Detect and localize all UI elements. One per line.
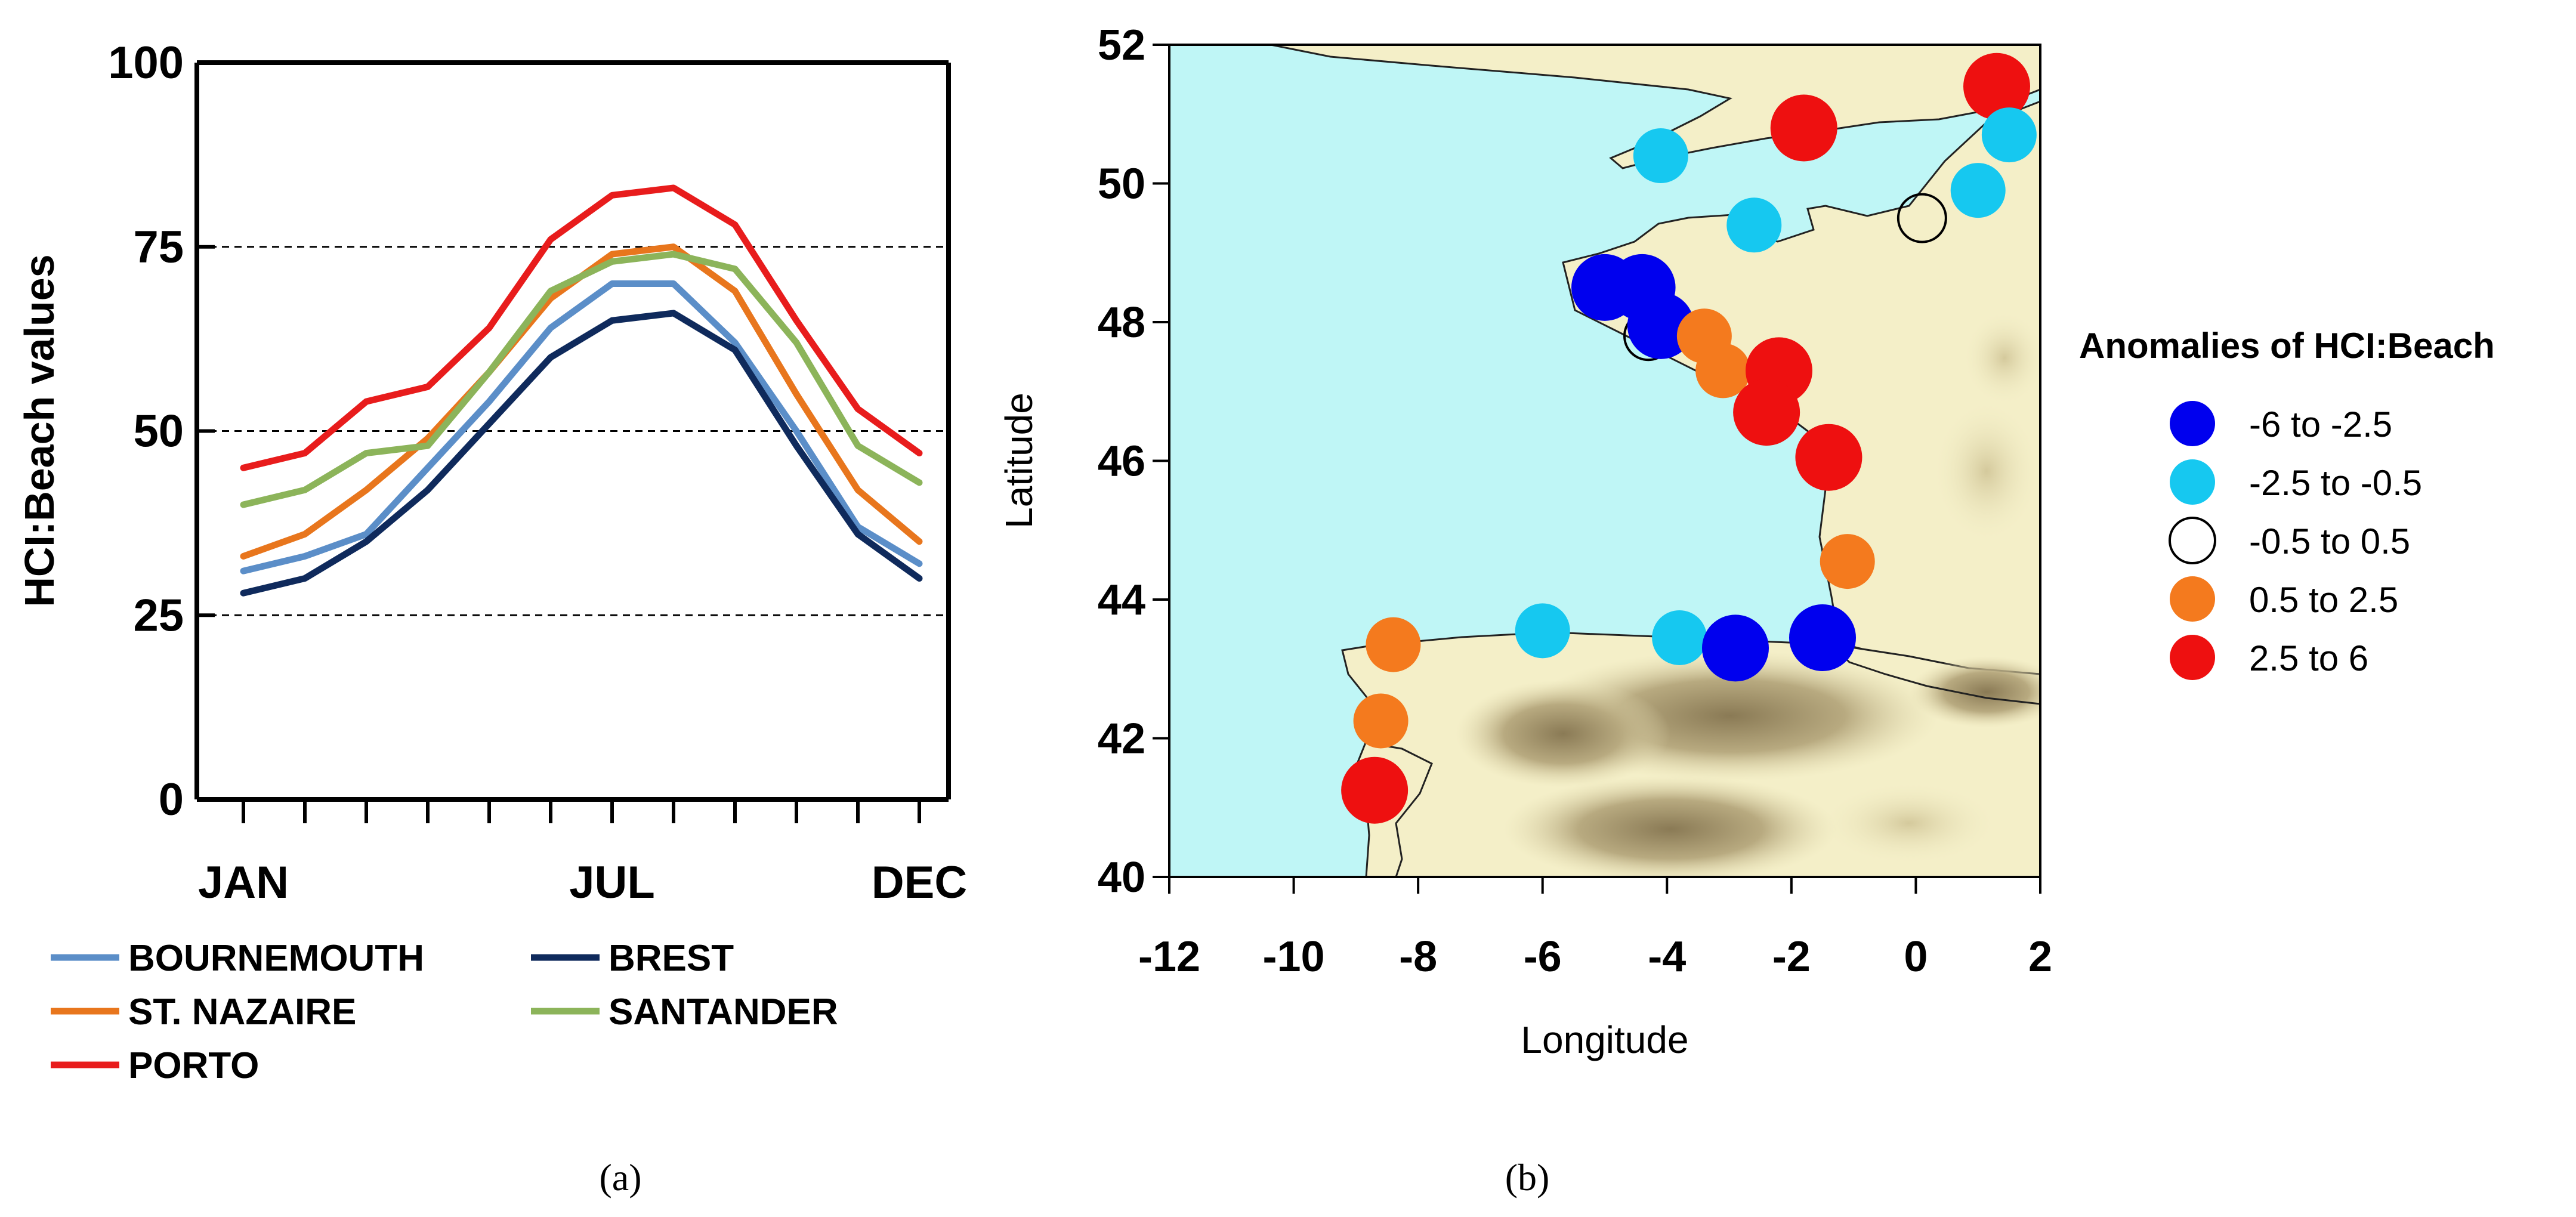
legend-label: 2.5 to 6 (2249, 638, 2368, 678)
y-tick-label: 40 (1098, 854, 1145, 901)
x-tick-label-jan: JAN (198, 857, 289, 908)
legend-marker (2169, 517, 2216, 564)
chart-axes (194, 60, 951, 802)
relief (1503, 776, 1837, 877)
anomaly-point (1981, 107, 2037, 163)
legend-label: -2.5 to -0.5 (2249, 463, 2422, 503)
anomaly-point (1770, 94, 1837, 162)
y-tick-label: 48 (1098, 299, 1145, 347)
country-border (1366, 742, 1433, 877)
legend-label: -0.5 to 0.5 (2249, 521, 2410, 561)
y-tick-label: 0 (159, 774, 184, 825)
anomaly-point (1897, 193, 1947, 243)
x-tick-label: -2 (1772, 933, 1811, 981)
x-tick-label: -6 (1524, 933, 1562, 981)
anomaly-point (1353, 693, 1409, 749)
legend-label: -6 to -2.5 (2249, 404, 2392, 444)
series-line-bournemouth (240, 280, 923, 574)
anomaly-point (1702, 614, 1769, 682)
x-tick-label: -12 (1138, 933, 1200, 981)
latitude-tick-labels: 40 42 44 46 48 50 52 (1098, 21, 1169, 901)
series-line-brest (240, 310, 923, 597)
legend-title: Anomalies of HCI:Beach (2079, 326, 2495, 366)
anomaly-point (1515, 603, 1570, 659)
anomaly-point (1789, 604, 1856, 671)
anomaly-point (1963, 52, 2030, 120)
anomaly-point (1795, 424, 1862, 491)
x-tick-label-dec: DEC (872, 857, 967, 908)
anomaly-point (1733, 379, 1800, 446)
anomaly-point (1627, 292, 1694, 359)
panel-b-caption: (b) (1505, 1156, 1550, 1199)
legend-label-porto: PORTO (128, 1045, 259, 1086)
x-tick-label: -4 (1648, 933, 1686, 981)
panel-a-caption: (a) (599, 1156, 641, 1199)
anomaly-point (1341, 756, 1409, 824)
x-axis-title: Longitude (1521, 1018, 1688, 1061)
relief (1820, 782, 1999, 865)
legend-label-santander: SANTANDER (609, 991, 838, 1033)
map-legend: Anomalies of HCI:Beach -6 to -2.5 -2.5 to… (2079, 326, 2495, 680)
anomaly-point (1726, 197, 1782, 253)
x-tick-label: 0 (1904, 933, 1928, 981)
anomaly-point (1652, 610, 1707, 665)
series-line-santander (240, 251, 923, 508)
y-axis-title: HCI:Beach values (16, 254, 63, 607)
map-panel: -12 -10 -8 -6 -4 -2 0 2 40 42 44 46 48 50 52 Longitud… (997, 21, 2495, 1199)
legend-marker (2170, 401, 2215, 446)
map-background (1169, 45, 2040, 877)
y-tick-label: 46 (1098, 438, 1145, 486)
legend-marker (2170, 635, 2215, 680)
relief (1456, 680, 1670, 787)
y-tick-label: 50 (133, 406, 184, 457)
legend-label-st-nazaire: ST. NAZAIRE (128, 991, 356, 1033)
land-england (1270, 45, 2040, 169)
y-tick-label: 52 (1098, 21, 1145, 69)
y-tick-labels: 0 25 50 75 100 (108, 38, 215, 825)
chart-legend: BOURNEMOUTH BREST ST. NAZAIRE SANTANDER PORT… (51, 938, 838, 1086)
reference-lines (197, 246, 949, 616)
longitude-tick-labels: -12 -10 -8 -6 -4 -2 0 2 (1138, 877, 2052, 981)
anomaly-point (1633, 128, 1688, 183)
x-tick-label-jul: JUL (569, 857, 655, 908)
anomaly-point (1820, 534, 1875, 589)
y-tick-label: 75 (133, 222, 184, 273)
x-tick-marks: JAN JUL DEC (198, 799, 967, 908)
y-tick-label: 50 (1098, 160, 1145, 208)
relief (1963, 310, 2040, 406)
series-line-st-nazaire (240, 243, 923, 560)
anomaly-point (1366, 617, 1421, 672)
y-tick-label: 44 (1098, 576, 1145, 624)
chart-series-lines (240, 184, 923, 597)
y-tick-label: 42 (1098, 715, 1145, 763)
anomaly-points (1341, 52, 2037, 824)
series-line-porto (240, 184, 923, 471)
legend-label: 0.5 to 2.5 (2249, 580, 2398, 620)
legend-marker (2170, 459, 2215, 505)
y-tick-label: 25 (133, 590, 184, 641)
legend-marker (2170, 576, 2215, 622)
legend-label-brest: BREST (609, 938, 734, 979)
legend-label-bournemouth: BOURNEMOUTH (128, 938, 424, 979)
anomaly-point (1950, 163, 2006, 218)
x-tick-label: 2 (2028, 933, 2052, 981)
y-tick-label: 100 (108, 38, 184, 88)
relief (1933, 400, 2040, 543)
relief (1909, 656, 2040, 728)
x-tick-label: -10 (1263, 933, 1325, 981)
anomaly-point (1695, 343, 1751, 399)
line-chart-panel: 0 25 50 75 100 JAN JUL DEC HCI:Beach values BO… (16, 38, 967, 1199)
x-tick-label: -8 (1399, 933, 1437, 981)
y-axis-title: Latitude (997, 393, 1040, 529)
